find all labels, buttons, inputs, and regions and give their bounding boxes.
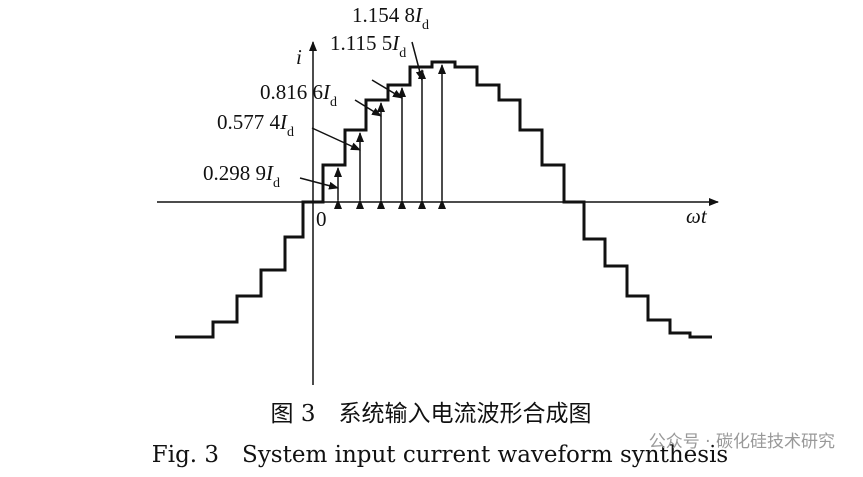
caption-cn: 图 3 系统输入电流波形合成图: [271, 401, 592, 427]
caption-en: Fig. 3 System input current waveform syn…: [152, 442, 728, 468]
leader: [299, 177, 339, 190]
leader: [311, 127, 361, 151]
leader: [411, 41, 424, 81]
axes: [157, 41, 719, 385]
waveform: [175, 60, 712, 339]
leader: [354, 99, 382, 117]
origin-label: 0: [316, 207, 327, 231]
level-label: 1.154 8Id: [352, 3, 429, 33]
watermark: 公众号 · 碳化硅技术研究: [649, 432, 835, 452]
level-label: 1.115 5Id: [330, 31, 406, 61]
level-label: 0.298 9Id: [203, 161, 280, 191]
level-label: 0.816 6Id: [260, 80, 337, 110]
y-axis-label: i: [296, 45, 302, 69]
level-label: 0.577 4Id: [217, 110, 294, 140]
leader: [371, 79, 403, 99]
x-axis-label: ωt: [686, 204, 708, 228]
level-arrows: [299, 41, 446, 209]
